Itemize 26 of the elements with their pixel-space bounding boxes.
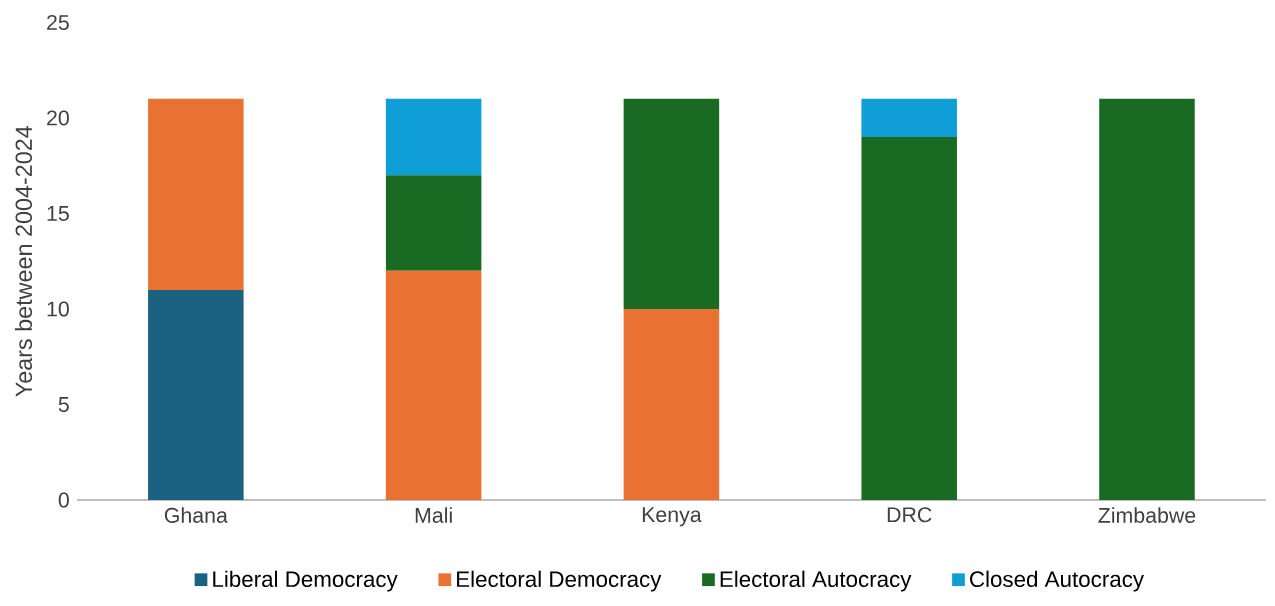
bar: [623, 308, 720, 500]
x-tick-label: Mali: [415, 507, 452, 523]
y-tick-label: 25: [47, 14, 69, 30]
y-tick-label: 15: [47, 205, 69, 221]
y-tick-label: 5: [58, 397, 69, 412]
bar: [148, 98, 244, 290]
legend-label: Electoral Autocracy: [720, 570, 912, 592]
bar: [385, 175, 482, 271]
legend-label: Closed Autocracy: [970, 570, 1144, 592]
x-tick-label: Ghana: [164, 507, 228, 523]
y-axis-title: Years between 2004-2024: [14, 125, 33, 397]
x-tick-label: Zimbabwe: [1098, 507, 1196, 523]
x-tick-label: DRC: [887, 507, 932, 523]
legend-label: Electoral Democracy: [457, 570, 662, 592]
y-tick-label: 10: [47, 301, 69, 317]
bar: [385, 98, 482, 176]
y-tick-label: 0: [58, 492, 69, 508]
bar: [1099, 98, 1195, 500]
bar: [861, 136, 957, 500]
bar: [861, 98, 957, 137]
legend-label: Liberal Democracy: [213, 570, 398, 592]
bar: [385, 270, 482, 500]
bar: [148, 289, 244, 500]
x-tick-label: Kenya: [642, 507, 702, 527]
y-tick-label: 20: [47, 110, 69, 126]
bar: [623, 98, 720, 309]
